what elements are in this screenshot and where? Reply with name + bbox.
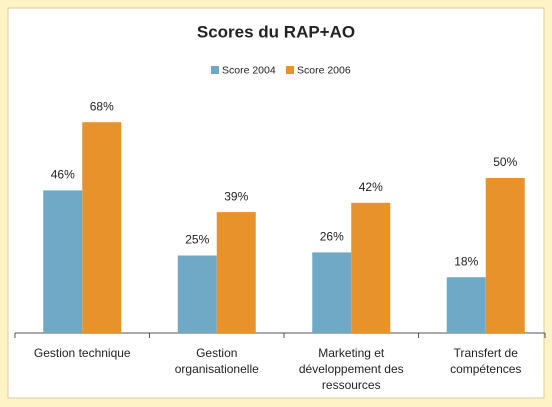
bar <box>446 277 486 333</box>
data-label: 39% <box>224 189 248 203</box>
data-label: 50% <box>493 155 517 169</box>
x-tick-label: ressources <box>322 378 381 392</box>
legend-swatch <box>286 66 294 74</box>
legend-swatch <box>211 66 219 74</box>
bar <box>312 252 352 333</box>
x-tick-label: développement des <box>299 362 404 376</box>
data-label: 46% <box>51 168 75 182</box>
chart-title: Scores du RAP+AO <box>197 22 355 41</box>
data-label: 26% <box>320 230 344 244</box>
legend-label: Score 2004 <box>222 64 276 76</box>
data-label: 42% <box>359 180 383 194</box>
data-label: 68% <box>90 99 114 113</box>
x-tick-label: organisationelle <box>175 362 259 376</box>
legend-label: Score 2006 <box>297 64 351 76</box>
data-label: 25% <box>185 233 209 247</box>
x-tick-label: Marketing et <box>318 346 385 360</box>
x-tick-label: Gestion <box>196 346 237 360</box>
x-tick-label: Transfert de <box>454 346 519 360</box>
x-tick-label: Gestion technique <box>34 346 131 360</box>
bar <box>82 122 122 333</box>
bar <box>43 190 83 333</box>
bar <box>485 178 525 333</box>
bar <box>351 202 391 333</box>
bar <box>216 212 256 333</box>
x-tick-label: compétences <box>450 362 521 376</box>
data-label: 18% <box>454 254 478 268</box>
bar <box>177 255 217 333</box>
